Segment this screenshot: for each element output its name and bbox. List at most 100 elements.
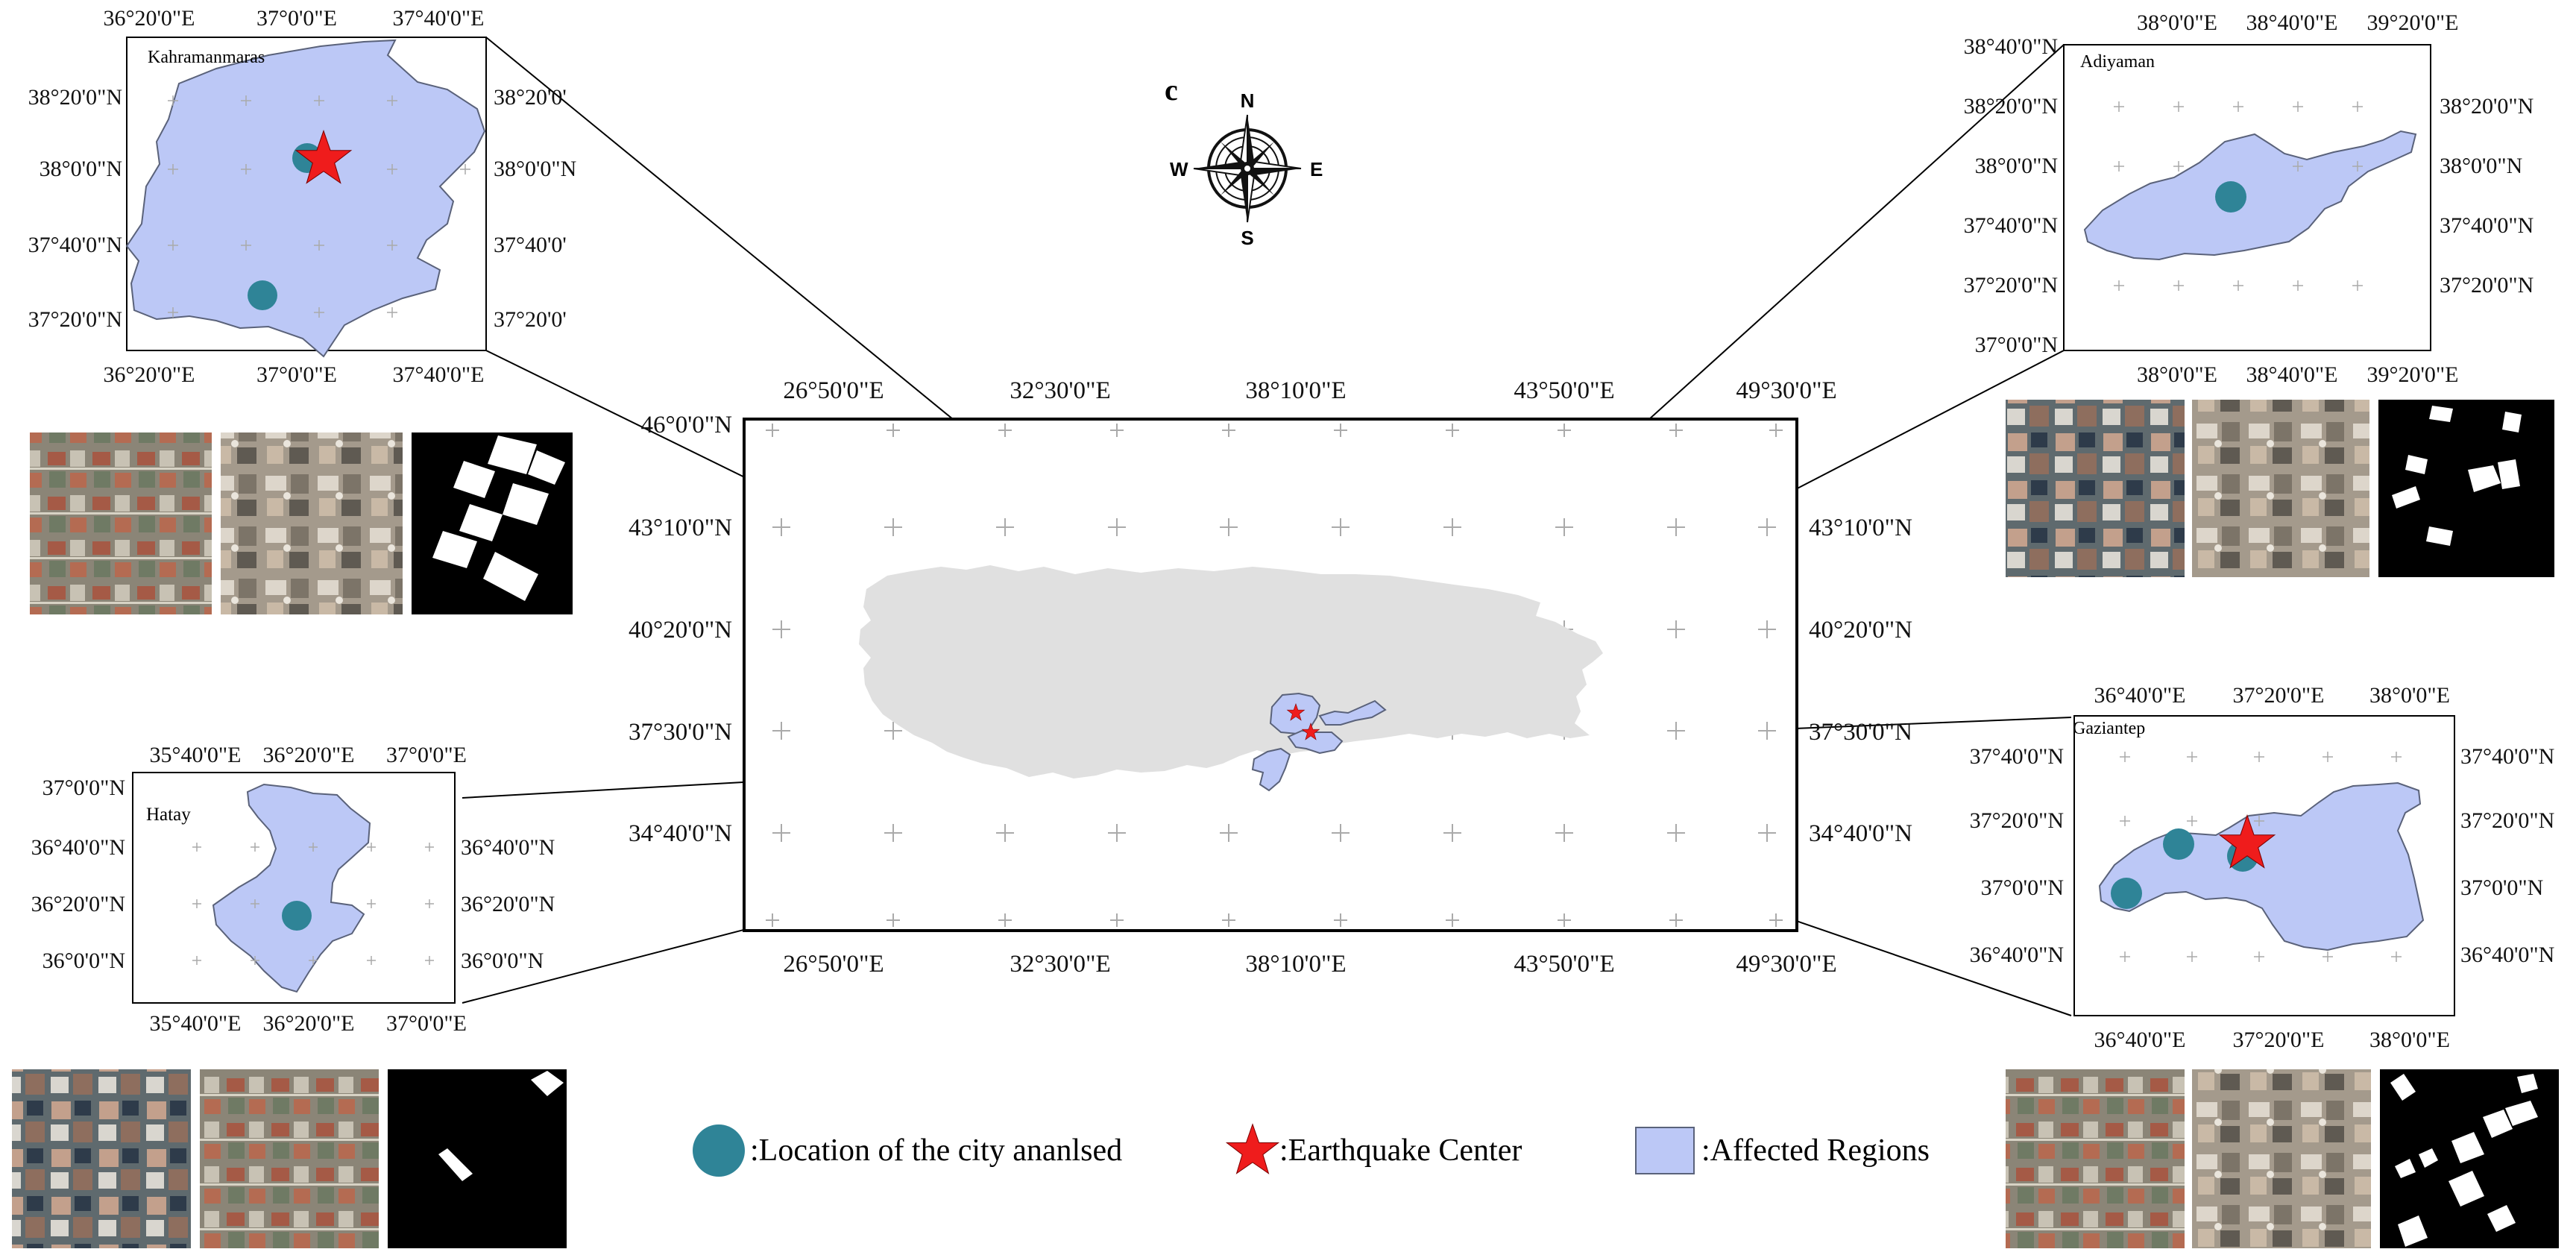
inset-hatay-grid (192, 843, 434, 965)
kahr-pre-image (30, 432, 212, 614)
main-right-tick-2: 40°20'0"N (1809, 617, 1912, 644)
gaz-pre-image (2006, 1069, 2185, 1248)
hatay-left-4: 36°0'0"N (42, 949, 125, 973)
main-bottom-tick-5: 49°30'0"E (1736, 951, 1836, 978)
inset-hatay-city (282, 901, 312, 931)
main-affected-adiyaman (1318, 699, 1387, 726)
inset-kahramanmaras-star (295, 129, 353, 184)
compass-n: N (1241, 89, 1255, 112)
gaz-right-1: 37°40'0"N (2460, 744, 2554, 769)
gaz-right-3: 37°0'0"N (2460, 875, 2543, 900)
adi-bottom-2: 38°40'0"E (2246, 362, 2338, 387)
gaz-left-3: 37°0'0"N (1981, 875, 2064, 900)
kahr-top-1: 36°20'0"E (104, 6, 195, 31)
gaz-bottom-2: 37°20'0"E (2233, 1028, 2325, 1052)
inset-kahramanmaras-name: Kahramanmaras (148, 48, 265, 67)
adi-right-4: 37°20'0"N (2440, 273, 2534, 298)
main-left-tick-2: 43°10'0"N (629, 515, 732, 541)
adi-top-1: 38°0'0"E (2137, 10, 2217, 35)
inset-hatay-name: Hatay (146, 805, 191, 825)
inset-kahramanmaras-region (125, 39, 486, 358)
gaz-left-1: 37°40'0"N (1970, 744, 2064, 769)
kahr-right-4: 37°20'0' (494, 307, 567, 332)
kahr-right-2: 38°0'0"N (494, 157, 576, 181)
legend-star-label: :Earthquake Center (1279, 1133, 1522, 1168)
main-bottom-tick-1: 26°50'0"E (783, 951, 884, 978)
hatay-top-2: 36°20'0"E (263, 743, 355, 767)
kahr-left-3: 37°40'0"N (28, 233, 122, 257)
adi-top-2: 38°40'0"E (2246, 10, 2338, 35)
main-star-2 (1301, 723, 1320, 740)
compass-rose-icon: N S E W (1170, 89, 1323, 249)
inset-kahramanmaras-city-2 (248, 280, 277, 310)
kahr-bottom-3: 37°40'0"E (393, 362, 485, 387)
inset-kahramanmaras: Kahramanmaras 36°20'0"E 37°0'0"E 37°40'0… (28, 6, 577, 387)
turkey-landmass (859, 565, 1603, 778)
hatay-right-2: 36°20'0"N (461, 892, 555, 916)
main-star-1 (1286, 703, 1306, 721)
gaz-right-4: 36°40'0"N (2460, 943, 2554, 967)
legend-region-icon (1635, 1127, 1695, 1174)
gaz-top-3: 38°0'0"E (2369, 683, 2450, 708)
inset-adiyaman-city (2215, 181, 2246, 213)
legend-city-label: :Location of the city ananlsed (750, 1133, 1122, 1168)
compass-s: S (1241, 227, 1253, 249)
inset-gaziantep-city-1 (2163, 828, 2194, 860)
inset-gaziantep-city-2 (2111, 878, 2142, 909)
hatay-bottom-2: 36°20'0"E (263, 1011, 355, 1036)
main-left-tick-5: 34°40'0"N (629, 820, 732, 847)
kahr-top-2: 37°0'0"E (256, 6, 337, 31)
main-map-tick-labels: 26°50'0"E 32°30'0"E 38°10'0"E 43°50'0"E … (629, 377, 1912, 978)
inset-kahramanmaras-grid (168, 95, 470, 318)
adi-left-4: 37°40'0"N (1964, 213, 2058, 238)
inset-gaziantep: Gaziantep 36°40'0"E 37°20'0"E 38°0'0"E 3… (1970, 683, 2555, 1052)
legend-star-icon (1225, 1123, 1280, 1174)
main-left-tick-3: 40°20'0"N (629, 617, 732, 644)
inset-hatay: Hatay 35°40'0"E 36°20'0"E 37°0'0"E 35°40… (31, 743, 555, 1036)
kahr-left-4: 37°20'0"N (28, 307, 122, 332)
gaz-left-4: 36°40'0"N (1970, 943, 2064, 967)
kahr-left-1: 38°20'0"N (28, 85, 122, 110)
kahr-left-2: 38°0'0"N (40, 157, 122, 181)
gaz-bottom-1: 36°40'0"E (2094, 1028, 2186, 1052)
image-set-hatay (12, 1069, 567, 1248)
kahr-post-image (221, 432, 403, 614)
adi-top-3: 39°20'0"E (2367, 10, 2459, 35)
hatay-bottom-3: 37°0'0"E (386, 1011, 467, 1036)
adi-mask-image (2378, 400, 2554, 577)
adi-left-6: 37°0'0"N (1975, 333, 2058, 357)
inset-gaziantep-star (2218, 814, 2276, 869)
hatay-left-1: 37°0'0"N (42, 776, 125, 800)
adi-right-1: 38°20'0"N (2440, 94, 2534, 119)
legend: :Location of the city ananlsed :Earthqua… (693, 1123, 1930, 1177)
main-bottom-tick-2: 32°30'0"E (1010, 951, 1110, 978)
adi-left-2: 38°20'0"N (1964, 94, 2058, 119)
adi-left-1: 38°40'0"N (1964, 34, 2058, 59)
hatay-bottom-1: 35°40'0"E (150, 1011, 242, 1036)
adi-bottom-1: 38°0'0"E (2137, 362, 2217, 387)
compass-e: E (1310, 158, 1323, 180)
image-set-kahramanmaras (30, 432, 573, 614)
gaz-top-1: 36°40'0"E (2094, 683, 2186, 708)
main-left-tick-1: 46°0'0"N (641, 412, 733, 438)
hatay-right-1: 36°40'0"N (461, 835, 555, 860)
gaz-right-2: 37°20'0"N (2460, 808, 2554, 833)
main-top-tick-3: 38°10'0"E (1245, 377, 1346, 404)
inset-adiyaman-region (2083, 130, 2417, 261)
gaz-top-2: 37°20'0"E (2233, 683, 2325, 708)
main-right-tick-3: 37°30'0"N (1809, 719, 1912, 746)
inset-gaziantep-grid (2120, 752, 2402, 962)
hatay-right-3: 36°0'0"N (461, 949, 544, 973)
kahr-right-1: 38°20'0' (494, 85, 567, 110)
main-affected-hatay (1251, 747, 1291, 792)
kahr-right-3: 37°40'0' (494, 233, 567, 257)
hatay-pre-image (12, 1069, 191, 1248)
inset-adiyaman: Adiyaman 38°0'0"E 38°40'0"E 39°20'0"E 38… (1964, 10, 2534, 387)
main-map: 26°50'0"E 32°30'0"E 38°10'0"E 43°50'0"E … (629, 377, 1912, 978)
gaz-post-image (2192, 1069, 2371, 1248)
inset-gaziantep-region (2098, 781, 2425, 951)
main-map-stars (1286, 703, 1320, 740)
legend-city-icon (693, 1124, 745, 1177)
main-right-tick-4: 34°40'0"N (1809, 820, 1912, 847)
